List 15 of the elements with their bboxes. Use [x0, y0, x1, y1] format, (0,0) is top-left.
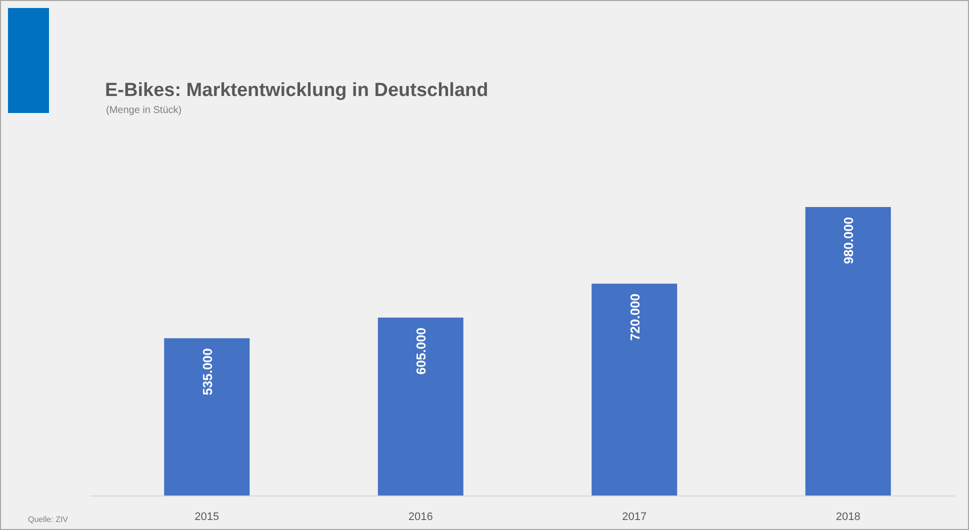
chart-title: E-Bikes: Marktentwicklung in Deutschland: [105, 80, 488, 101]
x-tick-label: 2015: [194, 511, 220, 523]
data-label: 720.000: [627, 294, 642, 341]
x-tick-label: 2016: [408, 511, 433, 523]
data-label: 535.000: [200, 348, 215, 396]
x-tick-label: 2017: [622, 511, 647, 523]
data-label: 980.000: [841, 217, 856, 264]
bar: [805, 207, 891, 496]
bar: [592, 284, 678, 496]
x-tick-label: 2018: [836, 511, 860, 523]
chart-subtitle: (Menge in Stück): [106, 105, 182, 116]
data-label: 605.000: [414, 328, 429, 375]
source-note: Quelle: ZIV: [28, 515, 69, 524]
bar: [378, 318, 464, 496]
bar: [164, 338, 250, 496]
